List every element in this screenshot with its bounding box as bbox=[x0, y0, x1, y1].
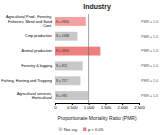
x-tick-label: 2.500 bbox=[134, 105, 145, 110]
reference-line bbox=[88, 14, 89, 103]
y-tick-label: Agricultural services,Horticultural bbox=[17, 92, 52, 100]
bar-label: N = 9856 bbox=[56, 20, 69, 24]
y-tick: Animal production bbox=[22, 49, 55, 53]
x-axis: 0 0.500 1.000 1.500 2.000 2.500 bbox=[54, 103, 145, 110]
bar-labels: N = 9856 N = 5488 N = 4900 N = 821 N = 757 N … bbox=[56, 20, 69, 98]
pmr-label: PMR = 1.0 bbox=[141, 49, 158, 53]
legend: Not sig. p < 0.05 bbox=[59, 127, 104, 132]
y-tick: Forestry & logging bbox=[21, 64, 55, 68]
bar bbox=[55, 47, 100, 56]
marks bbox=[55, 14, 100, 103]
y-tick-label-line: Animal production bbox=[22, 49, 52, 53]
y-tick: Crop production bbox=[25, 34, 55, 38]
x-tick-label: 1.000 bbox=[84, 105, 95, 110]
bar-label: N = 757 bbox=[56, 79, 67, 83]
bar-label: N = 821 bbox=[56, 64, 67, 68]
y-tick-label-line: Crop production bbox=[25, 34, 52, 38]
pmr-label: PMR = 1.0 bbox=[141, 79, 158, 83]
x-tick: 0 bbox=[54, 103, 57, 110]
legend-label: p < 0.05 bbox=[88, 127, 104, 132]
y-tick-label-line: Cont. bbox=[43, 24, 52, 28]
pmr-label: PMR = 1.0 bbox=[141, 35, 158, 39]
x-axis-title: Proportionate Mortality Ratio (PMR) bbox=[57, 115, 137, 121]
y-tick: Agricultural services,Horticultural bbox=[17, 92, 55, 100]
y-tick: Fishing, Hunting and Trapping bbox=[1, 79, 55, 83]
x-tick: 2.500 bbox=[134, 103, 145, 110]
x-tick-label: 1.500 bbox=[101, 105, 112, 110]
plot: 0 0.500 1.000 1.500 2.000 2.500 Agricultural P… bbox=[1, 14, 158, 110]
legend-item: p < 0.05 bbox=[83, 127, 104, 132]
x-tick-label: 0 bbox=[54, 105, 57, 110]
bar bbox=[55, 32, 77, 41]
bar-label: N = 5488 bbox=[56, 34, 69, 38]
bar bbox=[55, 91, 88, 100]
y-tick-label-line: Fishing, Hunting and Trapping bbox=[1, 79, 52, 83]
y-tick-label: Fishing, Hunting and Trapping bbox=[1, 79, 52, 83]
title: Industry bbox=[83, 3, 111, 11]
pmr-label: PMR = 1.0 bbox=[141, 94, 158, 98]
pmr-label: PMR = 1.0 bbox=[141, 64, 158, 68]
legend-swatch bbox=[59, 128, 63, 132]
chart-container: Industry 0 0.500 1.000 1.500 2.000 2.500 Agricu… bbox=[0, 0, 162, 135]
x-tick: 2.000 bbox=[117, 103, 128, 110]
bar-label: N = 4900 bbox=[56, 49, 69, 53]
x-tick-label: 0.500 bbox=[67, 105, 78, 110]
y-tick-label: Forestry & logging bbox=[21, 64, 52, 68]
pmr-labels: PMR = 1.0 PMR = 1.0 PMR = 1.0 PMR = 1.0 PMR … bbox=[141, 20, 158, 98]
y-tick-label: Agricultural Prod., Forestry,Fisheries, … bbox=[6, 15, 52, 28]
y-tick-label: Animal production bbox=[22, 49, 52, 53]
legend-label: Not sig. bbox=[64, 127, 78, 132]
bar bbox=[55, 76, 80, 85]
chart: Industry 0 0.500 1.000 1.500 2.000 2.500 Agricu… bbox=[0, 0, 162, 135]
x-tick: 1.000 bbox=[84, 103, 95, 110]
x-tick: 0.500 bbox=[67, 103, 78, 110]
bar-label: N = 981 bbox=[56, 94, 67, 98]
y-tick-label: Crop production bbox=[25, 34, 52, 38]
bar bbox=[55, 17, 86, 26]
legend-item: Not sig. bbox=[59, 127, 78, 132]
y-axis: Agricultural Prod., Forestry,Fisheries, … bbox=[1, 15, 55, 100]
pmr-label: PMR = 1.0 bbox=[141, 20, 158, 24]
y-tick-label-line: Horticultural bbox=[32, 96, 52, 100]
x-tick-label: 2.000 bbox=[117, 105, 128, 110]
legend-swatch bbox=[83, 128, 87, 132]
y-tick: Agricultural Prod., Forestry,Fisheries, … bbox=[6, 15, 55, 28]
y-tick-label-line: Forestry & logging bbox=[21, 64, 52, 68]
x-tick: 1.500 bbox=[101, 103, 112, 110]
bar bbox=[55, 61, 83, 70]
